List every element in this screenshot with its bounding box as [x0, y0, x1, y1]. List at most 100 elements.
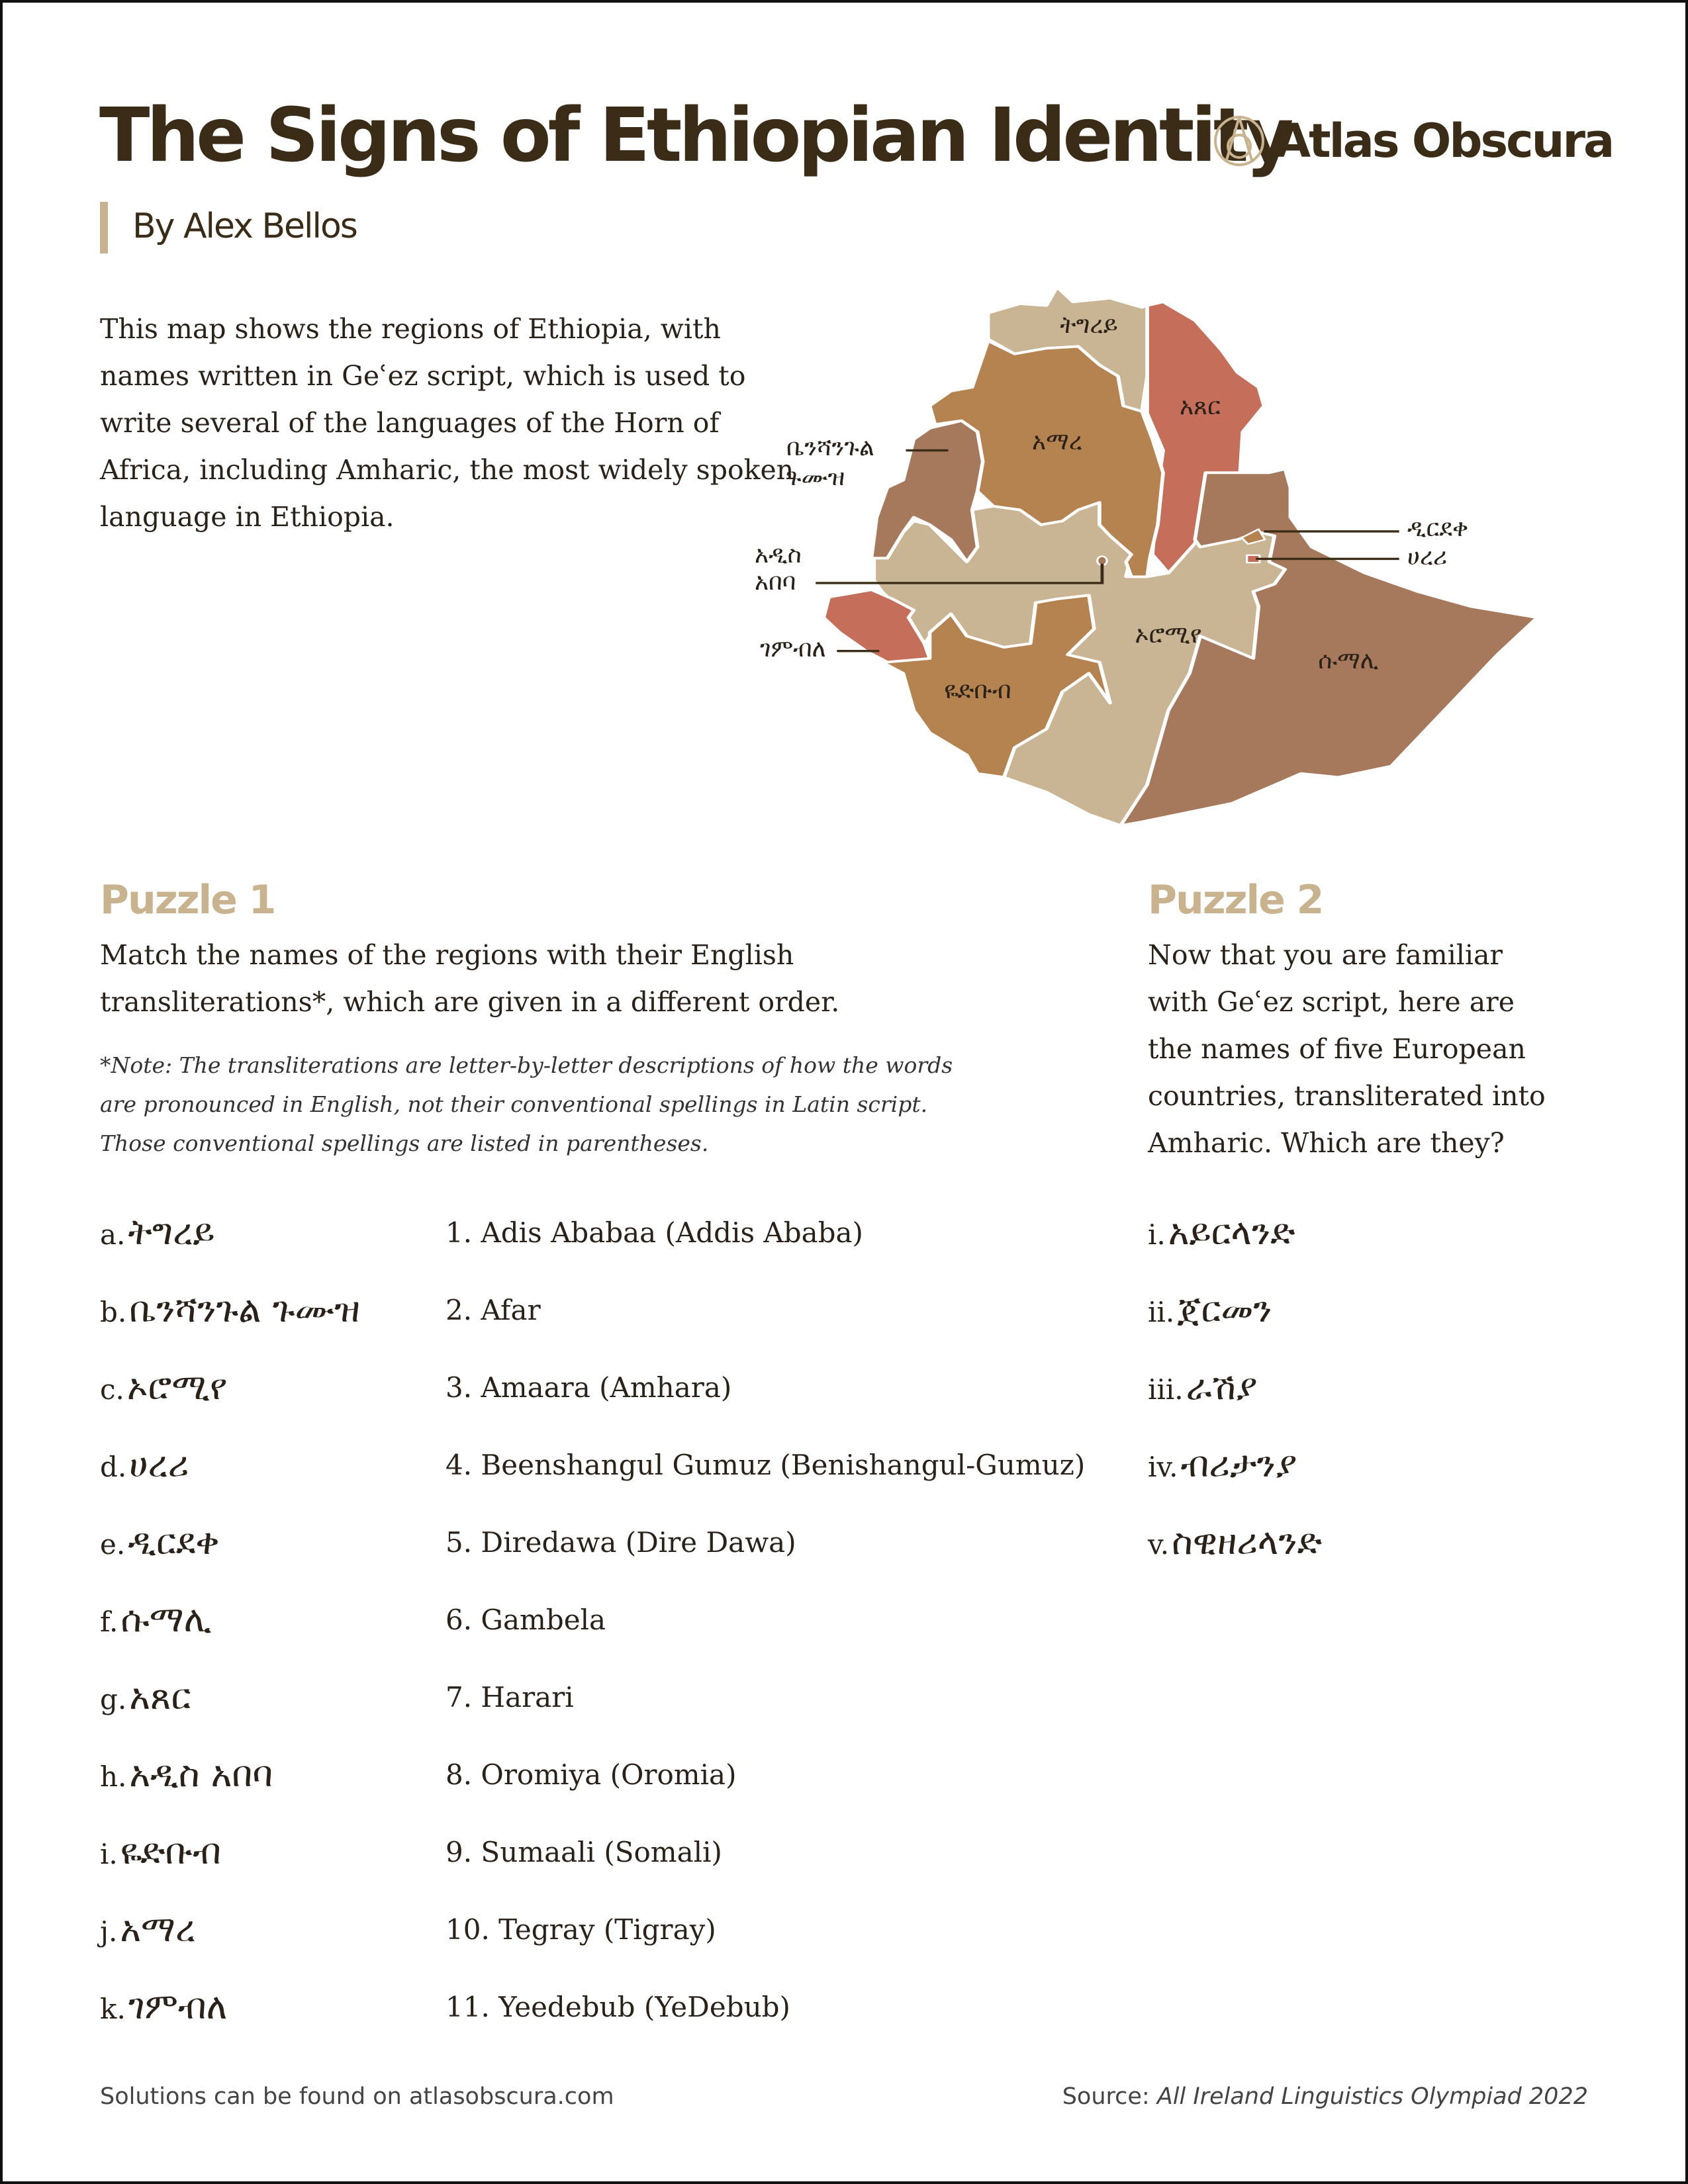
puzzle-2-text-line: Amharic. Which are they? [1148, 1127, 1505, 1159]
geez-country-name: ስዊዘሪላንድ [1172, 1521, 1322, 1563]
byline-accent-bar [100, 202, 108, 253]
geez-region-name: ቤንሻንጉል ጉሙዝ [129, 1289, 360, 1330]
puzzle-1-english-item: 1. Adis Ababaa (Addis Ababa) [445, 1216, 863, 1249]
geez-region-name: ኦሮሚየ [126, 1366, 228, 1408]
map-label-somali: ሱማሊ [1318, 647, 1379, 674]
logo-text: Atlas Obscura [1275, 114, 1615, 168]
source-prefix: Source: [1062, 2083, 1157, 2110]
map-label-benishangul-2: ጉሙዝ [786, 464, 845, 491]
puzzle-1-geez-item: k. ገምብለ [100, 1985, 227, 2028]
puzzle-2-text-line: the names of five European [1148, 1033, 1526, 1065]
puzzle-1-geez-item: d. ሀረሪ [100, 1443, 189, 1486]
source-credit: Source: All Ireland Linguistics Olympiad… [1062, 2083, 1588, 2110]
puzzle-1-geez-item: j. አማረ [100, 1908, 195, 1950]
puzzle-2-item: iv. ብሪታንያ [1148, 1443, 1297, 1486]
geez-region-name: ዲርደቀ [128, 1521, 220, 1563]
puzzle-1-english-item: 8. Oromiya (Oromia) [445, 1758, 737, 1791]
puzzle-1-geez-item: h. አዲስ አበባ [100, 1753, 273, 1796]
puzzle-2-item: ii. ጀርመን [1148, 1289, 1272, 1331]
puzzle-1-geez-item: i. ዬድቡብ [100, 1831, 221, 1873]
geez-country-name: አይርላንድ [1168, 1211, 1295, 1253]
region-benishangul-gumuz [869, 419, 985, 563]
note-line: Those conventional spellings are listed … [100, 1130, 709, 1156]
geez-region-name: አማረ [120, 1908, 196, 1950]
region-somali [1119, 467, 1539, 827]
geez-region-name: ሀረሪ [129, 1443, 189, 1485]
puzzle-1-english-item: 6. Gambela [445, 1604, 606, 1636]
puzzle-1-heading: Puzzle 1 [100, 877, 276, 923]
leader-line-addis-ababa [816, 563, 1104, 584]
puzzle-2-text-line: Now that you are familiar [1148, 939, 1503, 971]
geez-region-name: ሱማሊ [120, 1598, 212, 1640]
puzzle-2-item: iii. ራሽያ [1148, 1366, 1258, 1408]
map-label-harari: ሀረሪ [1407, 543, 1447, 570]
puzzle-1-english-item: 10. Tegray (Tigray) [445, 1913, 716, 1946]
atlas-obscura-logo: Atlas Obscura [1213, 114, 1615, 168]
item-letter: k. [100, 1993, 126, 2025]
geez-country-name: ራሽያ [1186, 1366, 1258, 1408]
item-letter: e. [100, 1528, 126, 1561]
item-numeral: ii. [1148, 1296, 1175, 1328]
map-label-benishangul-1: ቤንሻንጉል [786, 434, 874, 461]
byline: By Alex Bellos [132, 206, 358, 246]
item-numeral: iii. [1148, 1373, 1184, 1406]
puzzle-2-text: Now that you are familiar with Geʿez scr… [1148, 932, 1546, 1167]
item-letter: d. [100, 1451, 127, 1483]
page-title: The Signs of Ethiopian Identity [99, 93, 1293, 179]
region-gambela [821, 588, 932, 664]
puzzle-1-english-item: 9. Sumaali (Somali) [445, 1836, 722, 1868]
map-label-oromia: ኦሮሚየ [1135, 621, 1201, 649]
atlas-obscura-circle-a-icon [1214, 116, 1264, 166]
puzzle-1-geez-item: f. ሱማሊ [100, 1598, 212, 1641]
geez-region-name: አጸር [129, 1676, 191, 1717]
region-debub [880, 594, 1112, 779]
item-numeral: iv. [1148, 1451, 1178, 1483]
map-label-debub: ዬድቡብ [944, 677, 1011, 704]
item-numeral: i. [1148, 1218, 1166, 1251]
puzzle-1-text-line: Match the names of the regions with thei… [100, 939, 794, 971]
puzzle-1-geez-item: c. ኦሮሚየ [100, 1366, 227, 1408]
map-label-diredawa: ዲርደቀ [1407, 515, 1468, 542]
item-letter: a. [100, 1218, 126, 1251]
puzzle-2-item: v. ስዊዘሪላንድ [1148, 1521, 1322, 1563]
puzzle-2-text-line: with Geʿez script, here are [1148, 986, 1515, 1018]
map-label-amhara: አማረ [1032, 428, 1082, 455]
puzzle-2-text-line: countries, transliterated into [1148, 1080, 1546, 1112]
puzzle-1-geez-item: g. አጸር [100, 1676, 191, 1718]
item-letter: c. [100, 1373, 124, 1406]
region-dire-dawa [1241, 528, 1266, 545]
source-title: All Ireland Linguistics Olympiad 2022 [1156, 2083, 1588, 2110]
item-letter: h. [100, 1760, 127, 1793]
geez-country-name: ጀርመን [1177, 1289, 1272, 1330]
puzzle-1-english-item: 5. Diredawa (Dire Dawa) [445, 1526, 796, 1559]
geez-region-name: ትግረይ [128, 1211, 215, 1253]
puzzle-1-geez-item: a. ትግረይ [100, 1211, 215, 1253]
ethiopia-regions-map: ትግረይ አጸር አማረ ቤንሻንጉል ጉሙዝ አዲስ አበባ ገምብለ ዬድቡ… [755, 285, 1539, 827]
puzzle-2-heading: Puzzle 2 [1148, 877, 1324, 923]
puzzle-1-english-item: 3. Amaara (Amhara) [445, 1371, 732, 1404]
geez-region-name: ገምብለ [128, 1985, 228, 2027]
puzzle-1-english-item: 2. Afar [445, 1294, 541, 1326]
puzzle-1-english-item: 11. Yeedebub (YeDebub) [445, 1991, 790, 2023]
puzzle-2-item: i. አይርላንድ [1148, 1211, 1295, 1253]
puzzle-1-text-line: transliterations*, which are given in a … [100, 986, 840, 1018]
map-label-tigray: ትግረይ [1060, 312, 1117, 339]
puzzle-1-english-item: 7. Harari [445, 1681, 574, 1713]
geez-country-name: ብሪታንያ [1180, 1443, 1297, 1485]
puzzle-1-geez-item: b. ቤንሻንጉል ጉሙዝ [100, 1289, 360, 1331]
puzzle-1-english-item: 4. Beenshangul Gumuz (Benishangul-Gumuz) [445, 1449, 1086, 1481]
puzzle-1-note: *Note: The transliterations are letter-b… [100, 1046, 953, 1163]
geez-region-name: አዲስ አበባ [129, 1753, 273, 1795]
puzzle-1-text: Match the names of the regions with thei… [100, 932, 839, 1026]
item-letter: f. [100, 1606, 118, 1638]
map-label-gambela: ገምብለ [760, 635, 826, 662]
intro-paragraph: This map shows the regions of Ethiopia, … [100, 313, 794, 533]
solutions-note: Solutions can be found on atlasobscura.c… [100, 2083, 614, 2110]
item-letter: g. [100, 1683, 127, 1715]
note-line: *Note: The transliterations are letter-b… [100, 1052, 953, 1078]
item-letter: j. [100, 1915, 118, 1948]
geez-region-name: ዬድቡብ [120, 1831, 222, 1872]
item-letter: i. [100, 1838, 118, 1870]
puzzle-1-geez-item: e. ዲርደቀ [100, 1521, 220, 1563]
